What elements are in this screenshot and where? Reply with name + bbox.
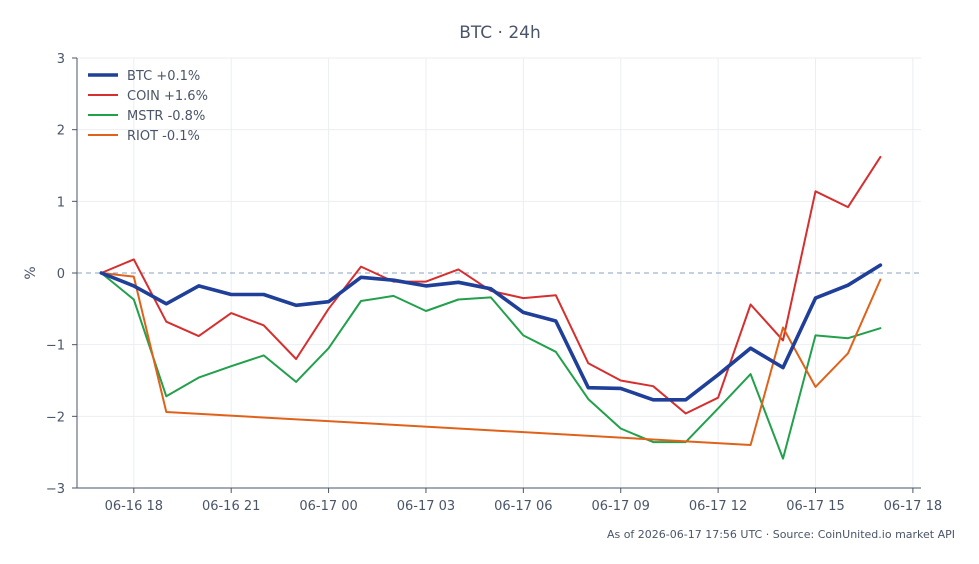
y-tick-label: −2 (46, 410, 65, 425)
y-tick-label: 2 (57, 124, 65, 139)
lines-layer (99, 155, 883, 460)
x-tick-label: 06-17 00 (299, 499, 357, 514)
series-line-coin (100, 155, 882, 415)
axes-layer: 3 2 1 0 −1 −2 −3 06-16 18 06-16 21 06-17 00 06-17 … (46, 52, 942, 514)
x-tick-label: 06-17 03 (397, 499, 455, 514)
x-tick-label: 06-17 18 (884, 499, 942, 514)
footer-caption: As of 2026-06-17 17:56 UTC · Source: Coi… (607, 528, 955, 541)
legend-label: RIOT -0.1% (127, 129, 200, 144)
y-tick-label: 0 (57, 267, 65, 282)
x-tick-label: 06-17 15 (786, 499, 844, 514)
series-line-btc (99, 263, 883, 402)
series-line-riot (100, 272, 882, 446)
x-tick-label: 06-16 18 (105, 499, 163, 514)
y-tick-label: 1 (57, 195, 65, 210)
x-tick-label: 06-16 21 (202, 499, 260, 514)
y-tick-label: −1 (46, 339, 65, 354)
legend-label: COIN +1.6% (127, 89, 208, 104)
legend-label: BTC +0.1% (127, 69, 200, 84)
y-tick-label: −3 (46, 482, 65, 497)
x-tick-label: 06-17 09 (592, 499, 650, 514)
legend: BTC +0.1% COIN +1.6% MSTR -0.8% RIOT -0.1% (88, 69, 208, 144)
y-tick-label: 3 (57, 52, 65, 67)
y-axis-label: % (23, 266, 39, 279)
x-tick-label: 06-17 06 (494, 499, 552, 514)
legend-label: MSTR -0.8% (127, 109, 205, 124)
series-line-mstr (100, 272, 882, 460)
chart-title: BTC · 24h (459, 23, 541, 43)
x-tick-label: 06-17 12 (689, 499, 747, 514)
